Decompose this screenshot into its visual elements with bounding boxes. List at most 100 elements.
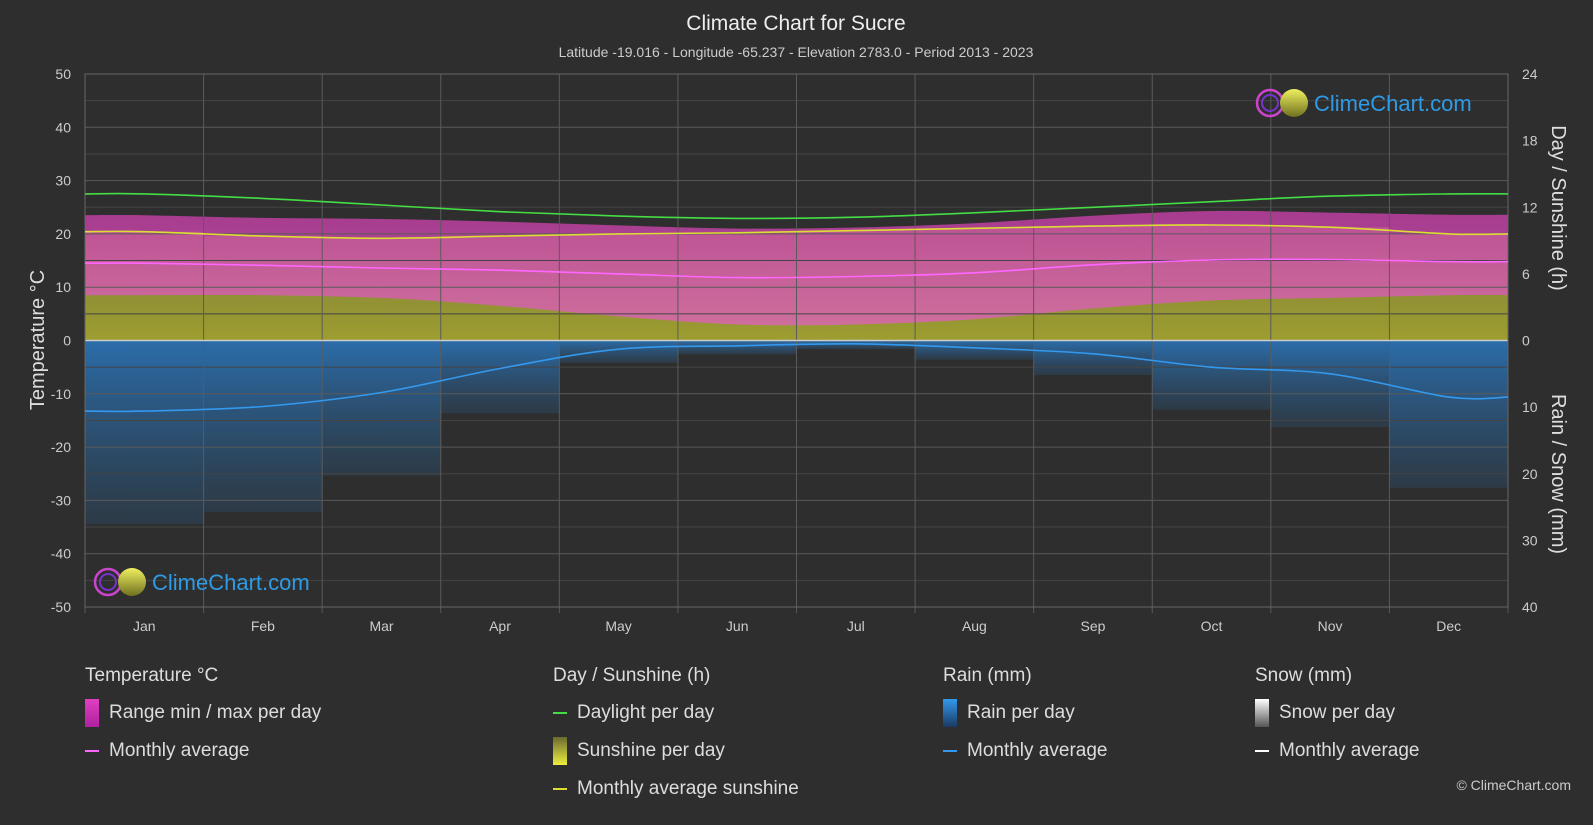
y-left-axis-label: Temperature °C — [27, 270, 49, 410]
legend-daylight-label: Daylight per day — [577, 702, 715, 723]
legend-temp-range-label: Range min / max per day — [109, 702, 322, 723]
rain-avg-swatch — [943, 750, 957, 752]
temperature-avg-line — [84, 258, 1509, 279]
brand-name-bottom: ClimeChart.com — [152, 570, 310, 595]
sunshine-avg-swatch — [553, 788, 567, 790]
legend-temp-avg-label: Monthly average — [109, 740, 250, 761]
y-left-tick-label: 10 — [55, 279, 71, 295]
y-right-top-tick-label: 18 — [1522, 133, 1538, 149]
rain-bar-oct — [1152, 340, 1272, 410]
legend-sunshine: Day / Sunshine (h) Daylight per day Suns… — [553, 663, 799, 813]
rain-bar-jun — [677, 340, 797, 355]
y-left-tick-label: 0 — [63, 333, 71, 349]
daylight-line — [84, 192, 1509, 220]
y-left-tick-label: -20 — [51, 439, 71, 455]
x-tick-label-jan: Jan — [133, 618, 156, 634]
rain-bar-jul — [796, 340, 916, 350]
y-right-top-tick-label: 12 — [1522, 199, 1538, 215]
x-tick-label-may: May — [605, 618, 631, 634]
chart-axes: 50 40 30 20 10 0 -10 -20 -30 -40 -50 24 18 12 6 0 10 20 30… — [51, 66, 1538, 634]
legend-snow-avg: Monthly average — [1255, 737, 1419, 765]
legend-temp-range: Range min / max per day — [85, 699, 321, 727]
y-left-tick-label: -30 — [51, 492, 71, 508]
x-tick-label-jun: Jun — [726, 618, 749, 634]
x-tick-label-apr: Apr — [489, 618, 511, 634]
y-right-bottom-tick-label: 40 — [1522, 599, 1538, 615]
y-left-tick-label: 30 — [55, 173, 71, 189]
x-tick-label-dec: Dec — [1436, 618, 1461, 634]
chart-title: Climate Chart for Sucre — [686, 12, 905, 35]
x-tick-label-sep: Sep — [1081, 618, 1106, 634]
legend-snow: Snow (mm) Snow per day Monthly average — [1255, 663, 1419, 775]
y-right-top-tick-label: 6 — [1522, 266, 1530, 282]
y-right-top-tick-label: 24 — [1522, 66, 1538, 82]
rain-bar-aug — [915, 340, 1035, 360]
snow-avg-swatch — [1255, 750, 1269, 752]
rain-avg-line — [84, 342, 1509, 413]
legend-sunshine-avg: Monthly average sunshine — [553, 775, 799, 803]
legend-temp-avg: Monthly average — [85, 737, 321, 765]
climate-chart: Climate Chart for Sucre Latitude -19.016… — [27, 12, 1569, 634]
rain-swatch — [943, 699, 957, 727]
legend-rain-avg-label: Monthly average — [967, 740, 1108, 761]
daylight-swatch — [553, 712, 567, 714]
x-tick-label-feb: Feb — [251, 618, 275, 634]
y-left-tick-label: -10 — [51, 386, 71, 402]
legend-rain-day: Rain per day — [943, 699, 1107, 727]
logo-ring-inner-icon — [1261, 94, 1279, 112]
rain-bar-may — [559, 340, 679, 363]
legend-rain-avg: Monthly average — [943, 737, 1107, 765]
y-left-tick-label: -40 — [51, 546, 71, 562]
x-tick-label-aug: Aug — [962, 618, 987, 634]
legend-daylight: Daylight per day — [553, 699, 799, 727]
sunshine-avg-line — [84, 224, 1509, 240]
brand-name-top: ClimeChart.com — [1314, 91, 1472, 116]
plot-border — [84, 73, 1509, 608]
y-left-tick-label: 50 — [55, 66, 71, 82]
legend-rain-day-label: Rain per day — [967, 702, 1075, 723]
y-right-top-axis-label: Day / Sunshine (h) — [1547, 125, 1569, 291]
logo-ring-inner-icon — [99, 573, 117, 591]
y-right-top-tick-label: 0 — [1522, 333, 1530, 349]
brand-logo-bottom: ClimeChart.com — [93, 567, 310, 597]
temp-avg-swatch — [85, 750, 99, 752]
rain-bar-dec — [1389, 340, 1509, 488]
y-left-tick-label: -50 — [51, 599, 71, 615]
legend-sunshine-label: Sunshine per day — [577, 740, 725, 761]
legend-snow-avg-label: Monthly average — [1279, 740, 1420, 761]
brand-logo-top: ClimeChart.com — [1255, 88, 1472, 118]
y-right-bottom-tick-label: 20 — [1522, 466, 1538, 482]
legend-temperature-heading: Temperature °C — [85, 665, 219, 686]
legend-snow-heading: Snow (mm) — [1255, 665, 1353, 686]
rain-bar-mar — [322, 340, 442, 476]
temp-range-swatch — [85, 699, 99, 727]
logo-sun-icon — [118, 568, 146, 596]
copyright: © ClimeChart.com — [1456, 777, 1571, 793]
y-left-tick-label: 40 — [55, 119, 71, 135]
chart-subtitle: Latitude -19.016 - Longitude -65.237 - E… — [559, 44, 1034, 60]
chart-grid — [84, 73, 1509, 613]
legend-sunshine-day: Sunshine per day — [553, 737, 799, 765]
x-tick-label-mar: Mar — [369, 618, 393, 634]
y-right-bottom-axis-label: Rain / Snow (mm) — [1547, 394, 1569, 554]
legend-rain: Rain (mm) Rain per day Monthly average — [943, 663, 1107, 775]
x-tick-label-nov: Nov — [1318, 618, 1343, 634]
y-right-bottom-tick-label: 10 — [1522, 399, 1538, 415]
chart-legend: Temperature °C Range min / max per day M… — [0, 663, 1593, 803]
logo-sun-icon — [1280, 89, 1308, 117]
legend-sunshine-heading: Day / Sunshine (h) — [553, 665, 711, 686]
x-tick-label-jul: Jul — [847, 618, 865, 634]
chart-lines — [84, 192, 1509, 413]
legend-temperature: Temperature °C Range min / max per day M… — [85, 663, 321, 775]
x-tick-label-oct: Oct — [1201, 618, 1223, 634]
rain-bar-jan — [85, 340, 205, 525]
rain-bar-nov — [1270, 340, 1390, 428]
snow-swatch — [1255, 699, 1269, 727]
legend-snow-day-label: Snow per day — [1279, 702, 1396, 723]
legend-snow-day: Snow per day — [1255, 699, 1419, 727]
sunshine-swatch — [553, 737, 567, 765]
y-left-tick-label: 20 — [55, 226, 71, 242]
y-right-bottom-tick-label: 30 — [1522, 532, 1538, 548]
legend-rain-heading: Rain (mm) — [943, 665, 1032, 686]
